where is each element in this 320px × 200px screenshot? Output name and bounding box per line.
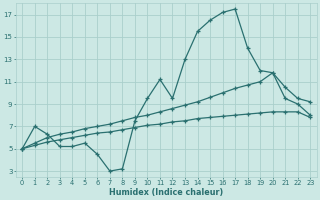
X-axis label: Humidex (Indice chaleur): Humidex (Indice chaleur)	[109, 188, 223, 197]
